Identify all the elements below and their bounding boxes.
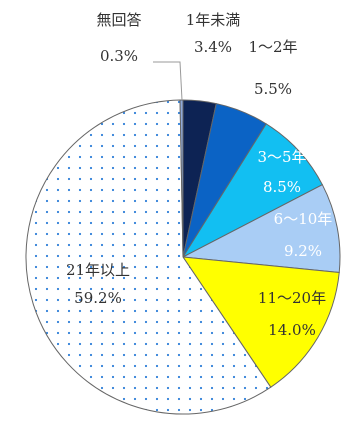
pie-slice-4 (181, 184, 341, 274)
slice-label-4: 6～10年 (274, 210, 333, 228)
slice-value-2: 5.5% (254, 80, 292, 98)
slice-label-1: 1年未満 (186, 11, 241, 29)
slice-value-7: 0.3% (100, 47, 138, 65)
pie-slice-6 (25, 99, 272, 415)
slice-value-6: 59.2% (74, 289, 122, 307)
pie-slice-3 (181, 123, 324, 259)
slice-value-4: 9.2% (284, 242, 322, 260)
slice-value-1: 3.4% (194, 38, 232, 56)
slice-label-2: 1～2年 (248, 38, 297, 56)
slice-label-3: 3～5年 (257, 148, 306, 166)
pie-slice-5 (181, 256, 340, 388)
slice-label-7: 無回答 (96, 11, 141, 29)
leader-line-no-answer (153, 61, 183, 101)
slice-label-5: 11～20年 (258, 289, 326, 307)
slice-label-6: 21年以上 (66, 261, 130, 279)
slice-value-5: 14.0% (268, 321, 316, 339)
slice-value-3: 8.5% (263, 178, 301, 196)
